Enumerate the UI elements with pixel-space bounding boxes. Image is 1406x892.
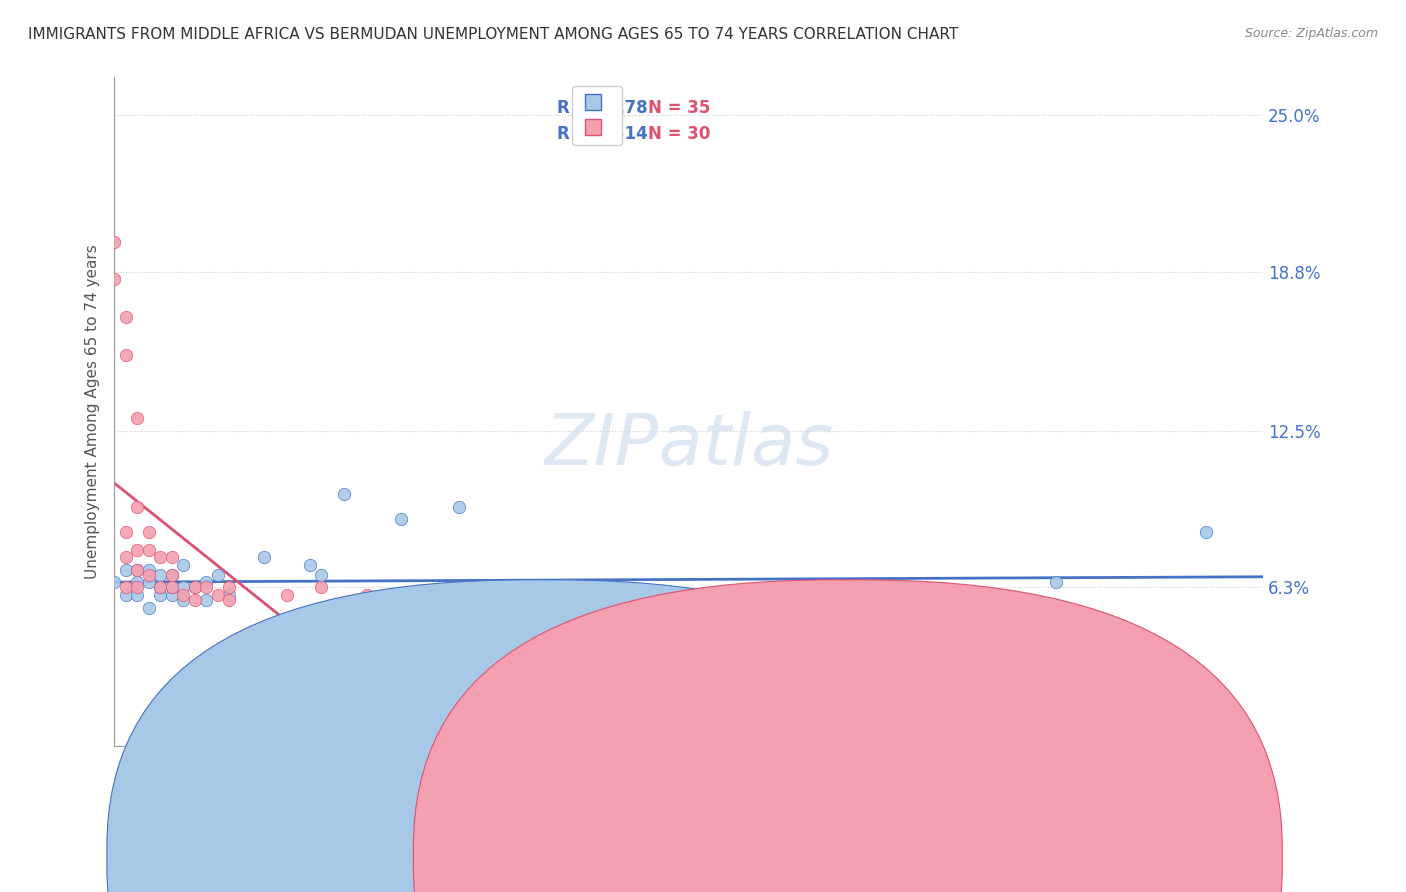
Point bbox=[138, 567, 160, 582]
Point bbox=[218, 593, 240, 607]
Point bbox=[114, 588, 136, 602]
Point bbox=[127, 411, 149, 425]
Point bbox=[447, 500, 470, 514]
Point bbox=[298, 558, 321, 572]
Point bbox=[114, 563, 136, 577]
Text: R = 0.314: R = 0.314 bbox=[557, 125, 647, 144]
Point bbox=[160, 567, 183, 582]
Text: ZIPatlas: ZIPatlas bbox=[544, 411, 834, 480]
Point bbox=[172, 588, 194, 602]
Point bbox=[160, 550, 183, 565]
Point bbox=[172, 593, 194, 607]
Point bbox=[138, 524, 160, 539]
Point bbox=[127, 542, 149, 557]
Point bbox=[138, 600, 160, 615]
Point bbox=[391, 512, 413, 526]
Text: Source: ZipAtlas.com: Source: ZipAtlas.com bbox=[1244, 27, 1378, 40]
Point bbox=[127, 581, 149, 595]
Point bbox=[218, 588, 240, 602]
Point bbox=[103, 575, 125, 590]
Point bbox=[252, 550, 274, 565]
Y-axis label: Unemployment Among Ages 65 to 74 years: Unemployment Among Ages 65 to 74 years bbox=[86, 244, 100, 579]
Point bbox=[103, 235, 125, 249]
Point bbox=[149, 581, 172, 595]
Text: 0.0%: 0.0% bbox=[114, 787, 156, 805]
Point bbox=[183, 581, 205, 595]
Text: Bermudans: Bermudans bbox=[827, 787, 934, 802]
Point bbox=[195, 581, 218, 595]
Point bbox=[138, 575, 160, 590]
Point bbox=[172, 581, 194, 595]
Point bbox=[195, 575, 218, 590]
Text: 10.0%: 10.0% bbox=[1211, 787, 1263, 805]
Point bbox=[333, 487, 356, 501]
Point bbox=[218, 581, 240, 595]
Point bbox=[127, 563, 149, 577]
Point bbox=[309, 567, 332, 582]
Point bbox=[620, 689, 643, 703]
Point bbox=[562, 600, 585, 615]
Point bbox=[127, 588, 149, 602]
Point bbox=[160, 567, 183, 582]
Point bbox=[127, 500, 149, 514]
Point bbox=[160, 581, 183, 595]
Point bbox=[127, 575, 149, 590]
Point bbox=[114, 581, 136, 595]
Point bbox=[183, 593, 205, 607]
Point bbox=[356, 588, 378, 602]
Text: N = 35: N = 35 bbox=[648, 98, 711, 117]
Point bbox=[195, 593, 218, 607]
Point bbox=[471, 618, 494, 632]
Point bbox=[160, 588, 183, 602]
Point bbox=[149, 588, 172, 602]
Point bbox=[585, 618, 607, 632]
Point bbox=[127, 563, 149, 577]
Point bbox=[149, 550, 172, 565]
Point bbox=[276, 588, 298, 602]
Point bbox=[1195, 524, 1218, 539]
Point bbox=[207, 588, 229, 602]
Point bbox=[183, 581, 205, 595]
Point bbox=[1045, 575, 1067, 590]
Legend: , : , bbox=[572, 86, 621, 145]
Point bbox=[138, 542, 160, 557]
Point bbox=[309, 581, 332, 595]
Text: IMMIGRANTS FROM MIDDLE AFRICA VS BERMUDAN UNEMPLOYMENT AMONG AGES 65 TO 74 YEARS: IMMIGRANTS FROM MIDDLE AFRICA VS BERMUDA… bbox=[28, 27, 959, 42]
Point bbox=[114, 348, 136, 362]
Point bbox=[149, 581, 172, 595]
Point bbox=[172, 558, 194, 572]
Text: N = 30: N = 30 bbox=[648, 125, 711, 144]
Point bbox=[149, 567, 172, 582]
Point bbox=[103, 272, 125, 286]
Text: R = 0.178: R = 0.178 bbox=[557, 98, 647, 117]
Point bbox=[114, 524, 136, 539]
Point bbox=[207, 567, 229, 582]
Point bbox=[160, 581, 183, 595]
Point bbox=[114, 550, 136, 565]
Point bbox=[138, 563, 160, 577]
Text: Immigrants from Middle Africa: Immigrants from Middle Africa bbox=[551, 787, 803, 802]
Point bbox=[114, 310, 136, 325]
